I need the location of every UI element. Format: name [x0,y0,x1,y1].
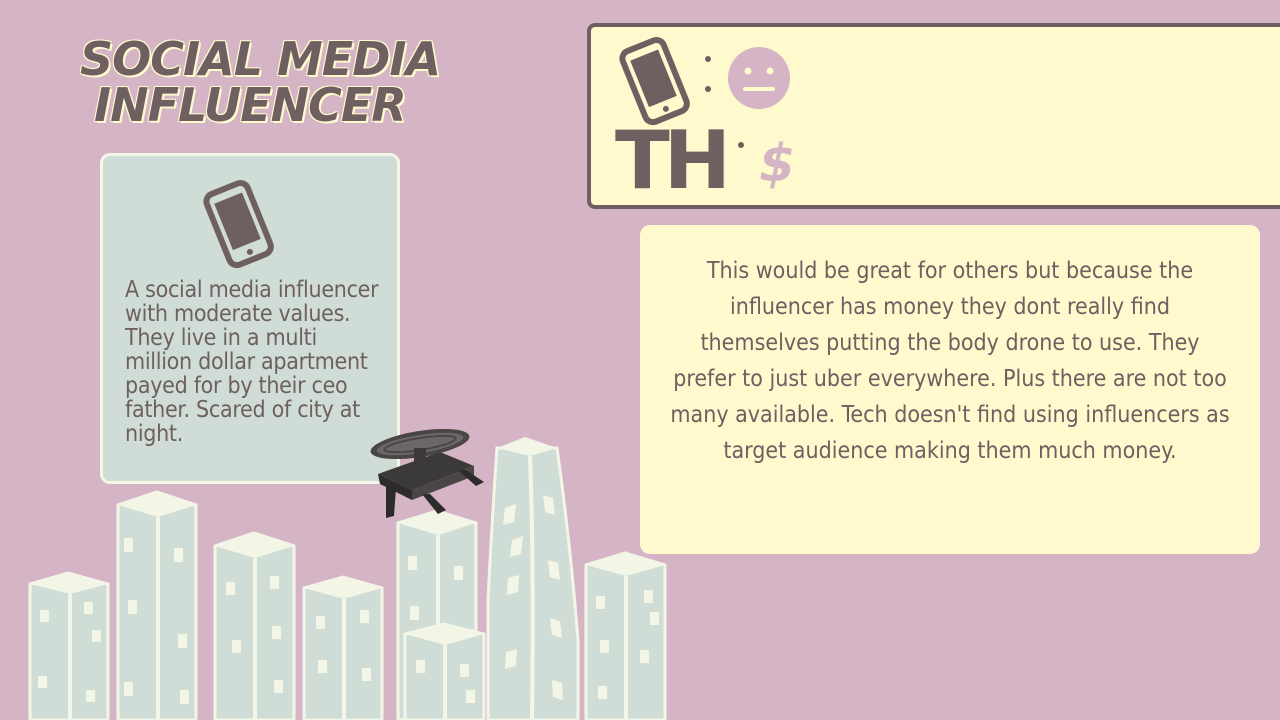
money-icon: $ [759,134,795,194]
analysis-card: This would be great for others but becau… [640,225,1260,554]
title-line-1: SOCIAL MEDIA [80,32,441,86]
neutral-face-icon [728,47,790,109]
smartphone-icon [203,180,274,269]
analysis-text: This would be great for others but becau… [670,258,1230,464]
persona-card: A social media influencer with moderate … [100,153,400,484]
separator-dot [705,86,711,92]
stats-panel: TH $ [587,23,1280,209]
building [584,551,667,720]
building [116,490,198,720]
building [396,509,478,720]
tower [486,437,580,720]
building [403,622,486,720]
separator-dot [738,142,744,148]
separator-dot [705,56,711,62]
building [28,571,110,720]
logo-text: TH [615,114,725,205]
persona-description: A social media influencer with moderate … [125,277,379,447]
page-title: SOCIAL MEDIA INFLUENCER [80,32,441,132]
title-line-2: INFLUENCER [94,78,407,132]
smartphone-icon [619,37,690,126]
building [302,575,384,720]
building [213,531,296,720]
